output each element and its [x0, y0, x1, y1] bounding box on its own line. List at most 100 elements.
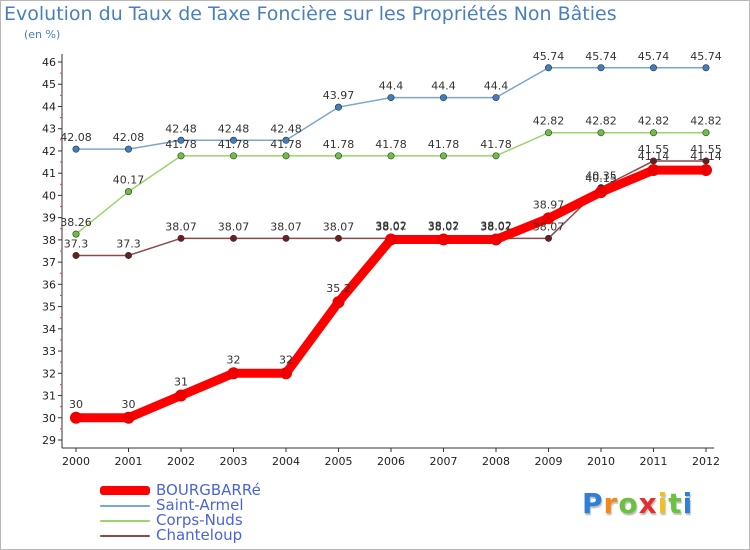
data-point — [334, 103, 342, 111]
x-tick-label: 2008 — [482, 455, 510, 468]
y-tick-label: 37 — [42, 256, 56, 269]
data-label: 42.82 — [638, 115, 670, 128]
data-label: 44.4 — [431, 80, 456, 93]
x-tick-label: 2003 — [220, 455, 248, 468]
data-label: 32 — [227, 353, 241, 366]
y-tick-label: 34 — [42, 323, 56, 336]
logo-letter: P — [582, 487, 604, 520]
data-label: 42.48 — [165, 122, 197, 135]
y-tick-label: 44 — [42, 100, 56, 113]
x-tick-label: 2001 — [115, 455, 143, 468]
data-point — [72, 145, 80, 153]
data-point — [595, 186, 607, 199]
x-tick-label: 2002 — [167, 455, 195, 468]
data-label: 41.55 — [690, 143, 722, 156]
data-point — [125, 188, 133, 196]
data-label: 41.78 — [165, 138, 197, 151]
x-tick-label: 2004 — [272, 455, 300, 468]
logo-letter: t — [668, 487, 683, 520]
data-point — [700, 164, 712, 177]
legend-item: BOURGBARRé — [100, 483, 261, 498]
y-tick-label: 30 — [42, 412, 56, 425]
data-point — [387, 152, 395, 160]
data-label: 38.02 — [480, 219, 512, 232]
data-point — [175, 389, 187, 402]
logo-letter: i — [682, 487, 694, 520]
legend-item: Saint-Armel — [100, 498, 261, 513]
data-label: 38.07 — [218, 220, 250, 233]
data-point — [230, 136, 238, 144]
data-label: 42.48 — [270, 122, 302, 135]
y-tick-label: 42 — [42, 145, 56, 158]
data-point — [72, 230, 80, 238]
x-tick-label: 2010 — [587, 455, 615, 468]
data-point — [125, 145, 133, 153]
data-point — [492, 152, 500, 160]
x-tick-label: 2000 — [62, 455, 90, 468]
legend-swatch — [100, 486, 150, 495]
data-label: 45.74 — [533, 50, 565, 63]
y-tick-label: 31 — [42, 390, 56, 403]
legend-item: Chanteloup — [100, 528, 261, 543]
axes: 29 30 31 32 33 34 35 36 37 38 39 40 41 42 43 44 45 46 2000… — [42, 54, 720, 468]
data-label: 42.48 — [218, 122, 250, 135]
y-tick-label: 39 — [42, 212, 56, 225]
y-tick-label: 43 — [42, 123, 56, 136]
y-tick-label: 35 — [42, 301, 56, 314]
y-tick-label: 40 — [42, 189, 56, 202]
data-point — [282, 234, 290, 242]
data-label: 38.07 — [270, 220, 302, 233]
logo-letter: x — [638, 487, 658, 520]
data-label: 40.17 — [113, 174, 145, 187]
data-label: 37.3 — [116, 237, 141, 250]
data-point — [334, 234, 342, 242]
legend-label: BOURGBARRé — [156, 481, 261, 499]
legend: BOURGBARRé Saint-Armel Corps-Nuds Chantelou… — [100, 483, 261, 543]
y-axis-unit: (en %) — [24, 28, 61, 41]
data-label: 45.74 — [638, 50, 670, 63]
data-label: 41.78 — [218, 138, 250, 151]
x-tick-label: 2006 — [377, 455, 405, 468]
data-point — [230, 234, 238, 242]
data-point — [702, 129, 710, 137]
data-point — [597, 129, 605, 137]
series-line — [71, 165, 711, 423]
data-point — [227, 367, 240, 380]
data-point — [542, 212, 555, 225]
data-label: 41.78 — [428, 138, 460, 151]
legend-swatch — [100, 519, 150, 522]
data-label: 44.4 — [379, 80, 404, 93]
data-label: 41.55 — [638, 143, 670, 156]
data-label: 41.78 — [375, 138, 407, 151]
data-label: 38.97 — [533, 198, 565, 211]
data-point — [387, 94, 395, 102]
data-label: 35.2 — [326, 282, 351, 295]
x-tick-label: 2005 — [325, 455, 353, 468]
y-tick-label: 38 — [42, 234, 56, 247]
data-point — [490, 233, 502, 246]
data-point — [439, 94, 447, 102]
logo-letter: o — [618, 487, 639, 520]
data-point — [385, 233, 397, 246]
data-point — [230, 152, 238, 160]
data-label: 41.14 — [638, 150, 670, 163]
data-label: 38.07 — [533, 220, 565, 233]
legend-label: Saint-Armel — [156, 496, 244, 514]
data-label: 38.07 — [375, 220, 407, 233]
data-label: 41.14 — [690, 150, 722, 163]
logo-letter: i — [657, 487, 669, 520]
y-tick-label: 45 — [42, 78, 56, 91]
data-label: 38.02 — [428, 219, 460, 232]
data-point — [702, 64, 710, 72]
data-point — [125, 251, 133, 259]
data-labels: 42.08 42.08 42.48 42.48 42.48 43.97 44.4 44.4 44… — [60, 50, 722, 411]
data-point — [492, 94, 500, 102]
y-tick-label: 29 — [42, 434, 56, 447]
data-label: 43.97 — [323, 89, 355, 102]
chart-title: Evolution du Taux de Taxe Foncière sur l… — [4, 3, 617, 25]
series-lines — [70, 64, 712, 424]
data-point — [177, 136, 185, 144]
legend-label: Corps-Nuds — [156, 511, 243, 529]
data-label: 40.15 — [585, 172, 617, 185]
data-label: 38.26 — [60, 216, 92, 229]
